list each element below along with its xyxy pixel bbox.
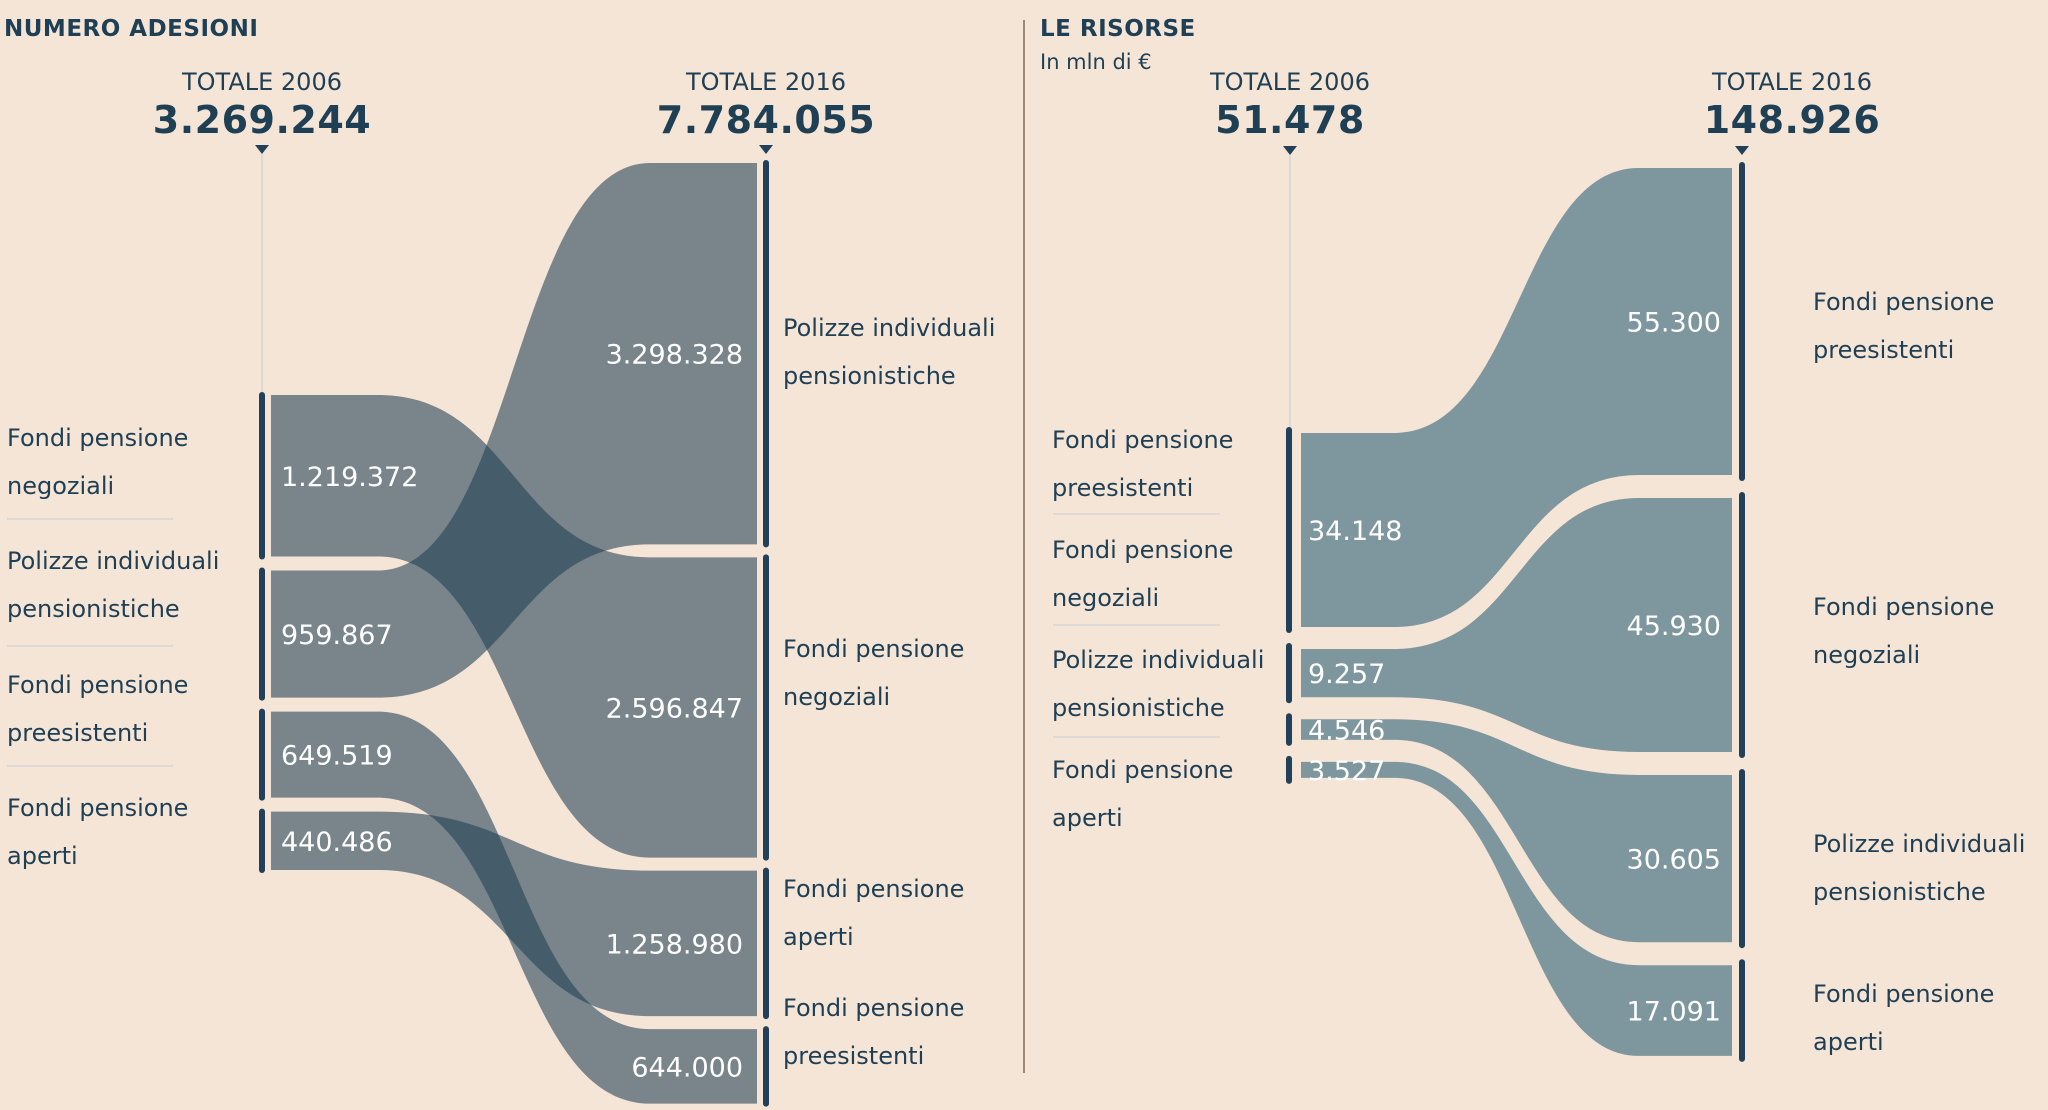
label-line: Fondi pensione — [7, 794, 189, 822]
left-node-value-pol: 4.546 — [1308, 716, 1385, 747]
left-total-label-risorse: TOTALE 2006 — [1209, 68, 1370, 96]
label-line: aperti — [1052, 804, 1123, 832]
right-total-label-risorse: TOTALE 2016 — [1711, 68, 1872, 96]
label-line: pensionistiche — [783, 362, 956, 390]
label-line: preesistenti — [1813, 336, 1955, 364]
right-total-value-adesioni: 7.784.055 — [656, 98, 876, 142]
label-line: Fondi pensione — [7, 424, 189, 452]
right-node-value-pol: 30.605 — [1627, 845, 1721, 876]
right-label-negoziali-r: Fondi pensione negoziali — [1813, 583, 1994, 679]
left-total-arrow-icon — [1283, 146, 1297, 155]
right-node-value-pre: 55.300 — [1627, 308, 1721, 339]
right-node-value-pol: 3.298.328 — [606, 340, 743, 371]
label-separator — [1053, 513, 1220, 515]
flow-link-pol-to-pol — [271, 163, 757, 698]
label-separator — [1053, 624, 1220, 626]
right-total-value-risorse: 148.926 — [1703, 98, 1881, 142]
left-node-value-neg: 9.257 — [1308, 659, 1385, 690]
left-total-value-adesioni: 3.269.244 — [152, 98, 372, 142]
right-label-negoziali: Fondi pensione negoziali — [783, 625, 964, 721]
label-line: aperti — [7, 842, 78, 870]
left-label-aperti: Fondi pensione aperti — [7, 784, 188, 880]
chart-title-risorse: LE RISORSE — [1040, 16, 1196, 42]
right-total-label-adesioni: TOTALE 2016 — [685, 68, 846, 96]
label-separator — [7, 645, 173, 647]
flow-link-pre-to-pre — [1295, 162, 1738, 633]
label-line: preesistenti — [783, 1042, 925, 1070]
right-label-aperti-r: Fondi pensione aperti — [1813, 970, 1994, 1066]
left-total-value-risorse: 51.478 — [1215, 98, 1365, 142]
chart-subtitle-risorse: In mln di € — [1040, 50, 1152, 74]
left-label-polizze-r: Polizze individuali pensionistiche — [1052, 636, 1264, 732]
label-line: negoziali — [1813, 641, 1921, 669]
left-node-value-pre: 649.519 — [281, 741, 393, 772]
left-label-aperti-r: Fondi pensione aperti — [1052, 746, 1233, 842]
right-label-polizze: Polizze individuali pensionistiche — [783, 304, 995, 400]
right-label-aperti: Fondi pensione aperti — [783, 865, 964, 961]
label-separator — [7, 518, 173, 520]
left-node-value-pre: 34.148 — [1308, 516, 1402, 547]
right-node-value-ape: 1.258.980 — [606, 929, 743, 960]
right-label-polizze-r: Polizze individuali pensionistiche — [1813, 820, 2025, 916]
label-line: pensionistiche — [1052, 694, 1225, 722]
label-line: Fondi pensione — [1813, 593, 1995, 621]
label-line: aperti — [783, 923, 854, 951]
label-line: Fondi pensione — [1052, 426, 1234, 454]
links-group — [271, 163, 757, 1104]
label-line: Fondi pensione — [7, 671, 189, 699]
left-total-label-adesioni: TOTALE 2006 — [181, 68, 342, 96]
label-line: Polizze individuali — [7, 547, 220, 575]
right-node-value-neg: 45.930 — [1627, 611, 1721, 642]
links-group — [1295, 162, 1738, 1062]
label-line: Fondi pensione — [1813, 288, 1995, 316]
left-label-negoziali-r: Fondi pensione negoziali — [1052, 526, 1233, 622]
label-line: Fondi pensione — [783, 994, 965, 1022]
right-total-arrow-icon — [1735, 146, 1749, 155]
left-node-value-ape: 440.486 — [281, 827, 393, 858]
left-total-arrow-icon — [255, 145, 269, 154]
left-node-value-pol: 959.867 — [281, 620, 393, 651]
left-label-polizze: Polizze individuali pensionistiche — [7, 537, 219, 633]
label-line: aperti — [1813, 1028, 1884, 1056]
flow-link-ape-to-ape — [271, 811, 757, 1017]
left-label-preesistenti: Fondi pensione preesistenti — [7, 661, 188, 757]
flow-link-neg-to-neg — [271, 395, 757, 858]
label-line: negoziali — [783, 683, 891, 711]
label-line: Polizze individuali — [1052, 646, 1265, 674]
label-line: pensionistiche — [7, 595, 180, 623]
right-total-arrow-icon — [759, 145, 773, 154]
label-line: Fondi pensione — [1052, 536, 1234, 564]
chart-title-adesioni: NUMERO ADESIONI — [4, 16, 259, 42]
section-divider — [1023, 20, 1025, 1073]
right-node-value-ape: 17.091 — [1627, 997, 1721, 1028]
label-separator — [7, 765, 173, 767]
label-line: negoziali — [7, 472, 115, 500]
label-line: Fondi pensione — [783, 875, 965, 903]
label-line: Fondi pensione — [1052, 756, 1234, 784]
label-line: Polizze individuali — [1813, 830, 2026, 858]
left-node-value-neg: 1.219.372 — [281, 462, 418, 493]
label-line: negoziali — [1052, 584, 1160, 612]
label-separator — [1053, 736, 1220, 738]
label-line: preesistenti — [7, 719, 149, 747]
flow-link-pol-to-pol — [1295, 713, 1738, 949]
right-node-value-pre: 644.000 — [631, 1052, 743, 1083]
right-label-preesistenti-r: Fondi pensione preesistenti — [1813, 278, 1994, 374]
left-label-preesistenti-r: Fondi pensione preesistenti — [1052, 416, 1233, 512]
left-node-value-ape: 3.527 — [1308, 756, 1385, 787]
label-line: pensionistiche — [1813, 878, 1986, 906]
label-line: Fondi pensione — [783, 635, 965, 663]
flow-link-neg-to-neg — [1295, 492, 1738, 758]
flow-link-ape-to-ape — [1295, 755, 1738, 1062]
label-line: Fondi pensione — [1813, 980, 1995, 1008]
left-label-negoziali: Fondi pensione negoziali — [7, 414, 188, 510]
label-line: preesistenti — [1052, 474, 1194, 502]
right-node-value-neg: 2.596.847 — [606, 693, 743, 724]
label-line: Polizze individuali — [783, 314, 996, 342]
right-label-preesistenti: Fondi pensione preesistenti — [783, 984, 964, 1080]
